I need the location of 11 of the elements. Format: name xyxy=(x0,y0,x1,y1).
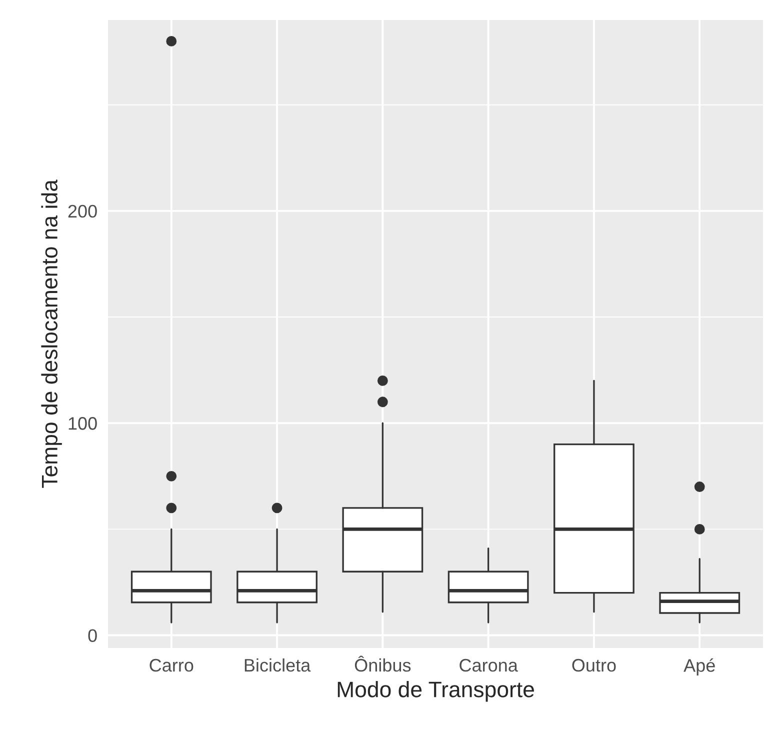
y-tick-label: 200 xyxy=(68,204,97,218)
y-axis-title: Tempo de deslocamento na ida xyxy=(41,180,62,488)
x-tick-label: Apé xyxy=(684,658,715,676)
x-axis-title: Modo de Transporte xyxy=(338,681,534,702)
y-tick-label: 100 xyxy=(68,417,97,430)
x-tick-label: Bicicleta xyxy=(244,658,311,672)
x-tick-label: Carro xyxy=(150,658,194,672)
x-tick-label: Ônibus xyxy=(354,656,411,672)
x-tick-label: Carona xyxy=(460,658,518,672)
x-tick-label: Outro xyxy=(572,658,616,672)
y-tick-label: 0 xyxy=(88,629,97,642)
